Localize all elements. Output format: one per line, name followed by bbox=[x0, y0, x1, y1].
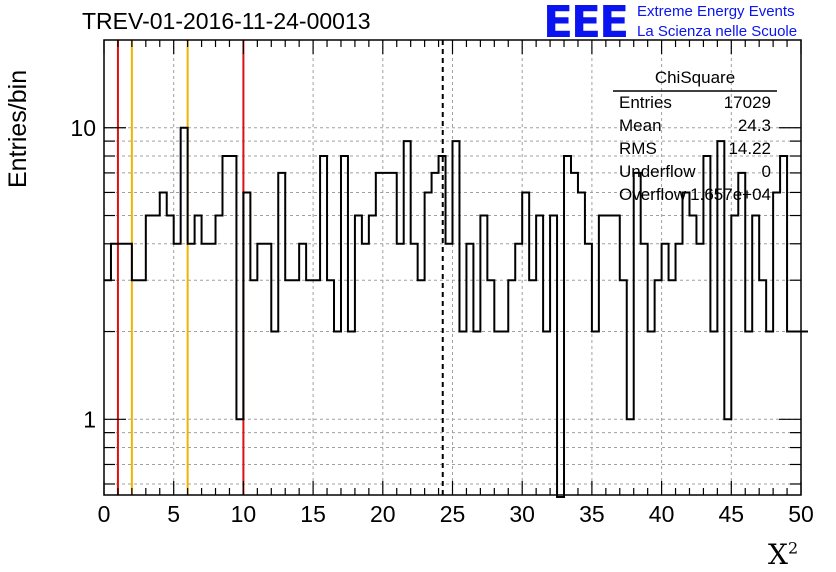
stats-key: Underflow bbox=[619, 162, 696, 181]
x-tick-label: 50 bbox=[788, 501, 814, 527]
axes bbox=[103, 39, 802, 496]
y-tick-label: 1 bbox=[83, 406, 96, 432]
x-tick-label: 20 bbox=[370, 501, 396, 527]
stats-title: ChiSquare bbox=[654, 68, 736, 87]
x-tick-label: 15 bbox=[300, 501, 326, 527]
stats-key: RMS bbox=[619, 139, 657, 158]
marker-lines bbox=[116, 40, 444, 495]
eee-logo: EEE bbox=[543, 0, 629, 48]
stats-value: 0 bbox=[761, 162, 771, 181]
stats-value: 14.22 bbox=[728, 139, 771, 158]
x-tick-label: 40 bbox=[649, 501, 675, 527]
x-tick-label: 30 bbox=[509, 501, 535, 527]
grid-lines bbox=[104, 40, 801, 495]
x-tick-label: 45 bbox=[719, 501, 745, 527]
histogram-line bbox=[104, 126, 808, 498]
y-tick-label: 10 bbox=[70, 115, 96, 141]
stats-value: 1.657e+04 bbox=[690, 185, 771, 204]
x-tick-label: 10 bbox=[231, 501, 257, 527]
stats-value: 24.3 bbox=[737, 116, 771, 135]
x-tick-label: 5 bbox=[167, 501, 180, 527]
stats-key: Overflow bbox=[619, 185, 687, 204]
tick-labels: 0 5 10 15 20 25 30 35 40 45 50 1 10 bbox=[70, 115, 813, 527]
stats-key: Entries bbox=[619, 93, 672, 112]
x-axis-label: X2 bbox=[768, 538, 799, 571]
logo-line-2: La Scienza nelle Scuole bbox=[637, 23, 798, 40]
x-tick-label: 25 bbox=[440, 501, 466, 527]
x-tick-label: 0 bbox=[98, 501, 111, 527]
histogram-series bbox=[104, 126, 808, 498]
chart-title: TREV-01-2016-11-24-00013 bbox=[82, 8, 371, 34]
x-tick-label: 35 bbox=[579, 501, 605, 527]
logo-line-1: Extreme Energy Events bbox=[637, 3, 795, 20]
stats-value: 17029 bbox=[723, 93, 771, 112]
y-axis-label: Entries/bin bbox=[4, 69, 32, 188]
stats-key: Mean bbox=[619, 116, 662, 135]
